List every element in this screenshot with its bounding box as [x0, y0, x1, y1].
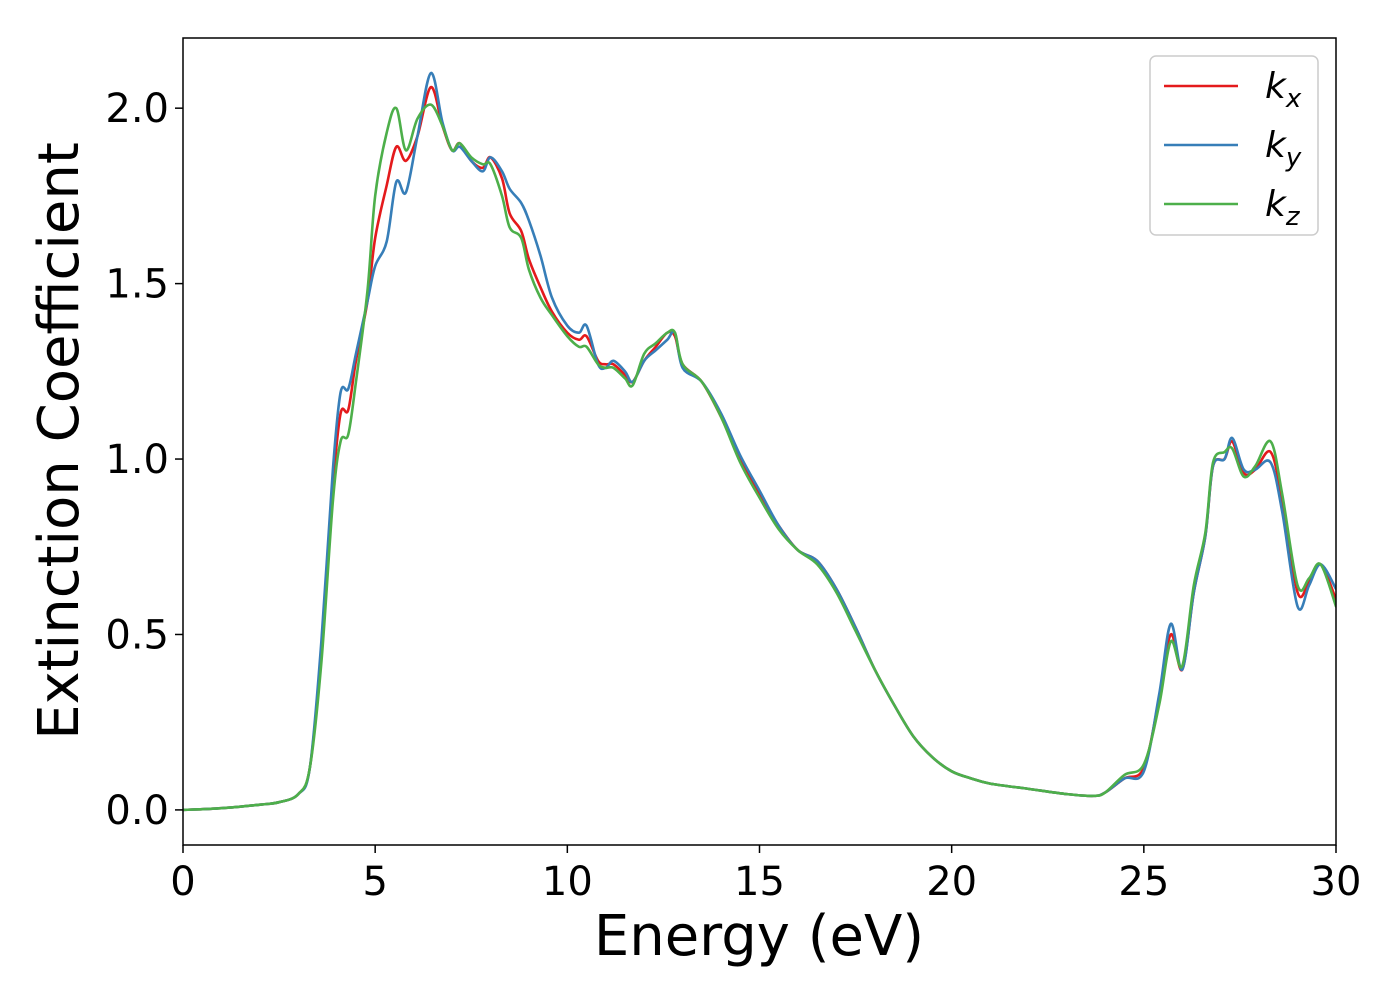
plot-series [183, 71, 1336, 812]
y-tick-label: 1.5 [105, 262, 169, 308]
x-tick-label: 5 [362, 859, 387, 905]
x-tick-label: 0 [170, 859, 195, 905]
y-tick-label: 0.5 [105, 612, 169, 658]
legend-label-z: kz [1265, 184, 1301, 232]
legend-entries: kx ky kz [1164, 66, 1302, 232]
y-axis-ticks: 0.0 0.5 1.0 1.5 2.0 [105, 86, 183, 834]
x-axis-title: Energy (eV) [594, 904, 924, 969]
y-tick-label: 2.0 [105, 86, 169, 132]
x-tick-label: 15 [734, 859, 785, 905]
x-axis-ticks: 0 5 10 15 20 25 30 [170, 845, 1361, 905]
y-tick-label: 1.0 [105, 437, 169, 483]
legend: kx ky kz [1149, 55, 1319, 236]
series-line-z [183, 103, 1336, 812]
y-axis-title: Extinction Coefficient [27, 142, 92, 740]
x-tick-label: 25 [1118, 859, 1169, 905]
x-tick-label: 10 [542, 859, 593, 905]
x-tick-label: 20 [926, 859, 977, 905]
y-tick-label: 0.0 [105, 788, 169, 834]
x-tick-label: 30 [1311, 859, 1362, 905]
legend-label-x: kx [1265, 66, 1302, 114]
legend-label-y: ky [1265, 125, 1302, 173]
